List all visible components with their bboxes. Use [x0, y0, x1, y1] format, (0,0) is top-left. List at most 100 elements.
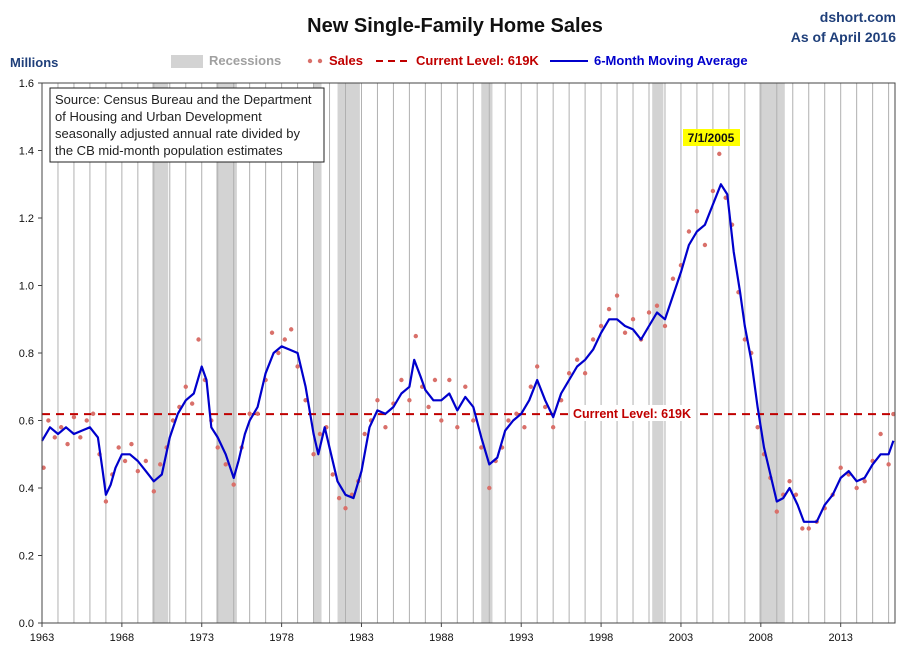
sales-point — [582, 371, 588, 376]
sales-point — [52, 435, 57, 440]
sales-point — [196, 337, 201, 342]
sales-point — [710, 188, 716, 194]
recession-bands — [152, 83, 785, 623]
legend-ma-label: 6-Month Moving Average — [594, 53, 748, 68]
sales-point — [514, 411, 519, 416]
y-tick-label: 1.2 — [19, 213, 34, 225]
sales-point — [426, 404, 431, 410]
sales-point — [269, 330, 275, 335]
sales-point — [158, 462, 163, 467]
sales-point — [432, 377, 438, 383]
sales-point — [654, 303, 660, 308]
annotation-line: Source: Census Bureau and the Department — [55, 92, 312, 107]
y-axis-label: Millions — [10, 55, 58, 70]
sales-point — [800, 526, 805, 531]
sales-point — [129, 441, 134, 447]
legend-recessions-label: Recessions — [209, 53, 281, 68]
sales-point — [288, 327, 294, 332]
sales-point — [622, 330, 628, 335]
legend-recession-swatch — [171, 55, 203, 68]
x-tick-label: 1993 — [509, 632, 533, 644]
current-level-annotation: Current Level: 619K — [570, 405, 694, 421]
x-tick-label: 1988 — [429, 632, 453, 644]
sales-point — [122, 458, 128, 464]
y-tick-label: 0.4 — [19, 483, 34, 495]
sales-point — [295, 364, 300, 369]
sales-point — [65, 441, 70, 447]
recession-band — [652, 83, 664, 623]
recession-band — [759, 83, 785, 623]
sales-point — [447, 377, 452, 383]
x-tick-label: 1973 — [189, 632, 213, 644]
x-tick-label: 2003 — [669, 632, 693, 644]
peak-label-background — [683, 129, 740, 146]
sales-point — [670, 276, 676, 281]
sales-point — [231, 482, 236, 487]
sales-point — [362, 431, 367, 437]
y-tick-label: 0.2 — [19, 551, 34, 563]
sales-point — [528, 384, 533, 389]
x-tick-label: 1968 — [110, 632, 134, 644]
sales-point — [614, 293, 620, 298]
sales-point — [135, 468, 141, 474]
sales-point — [606, 306, 612, 312]
x-tick-label: 1983 — [349, 632, 373, 644]
sales-point — [215, 445, 220, 450]
recession-band — [337, 83, 360, 623]
chart-title: New Single-Family Home Sales — [307, 15, 603, 37]
sales-point — [399, 377, 404, 383]
moving-average-line — [41, 183, 895, 523]
sales-point — [854, 485, 859, 491]
sales-point — [886, 462, 891, 467]
sales-point — [862, 479, 867, 484]
legend-current-label: Current Level: 619K — [416, 53, 539, 68]
sales-point — [487, 485, 492, 491]
sales-point — [343, 506, 348, 511]
current-level-label: Current Level: 619K — [573, 407, 691, 421]
sales-point — [566, 371, 572, 376]
x-tick-label: 2013 — [828, 632, 852, 644]
sales-point — [806, 526, 811, 531]
y-tick-label: 1.0 — [19, 281, 34, 293]
sales-point — [90, 411, 96, 416]
sales-point — [276, 350, 281, 356]
sales-point — [151, 489, 157, 494]
sales-point — [471, 418, 476, 423]
sales-point — [183, 384, 188, 389]
source-line-2: As of April 2016 — [791, 29, 897, 45]
sales-point — [793, 492, 799, 497]
recession-band — [313, 83, 322, 623]
sales-point — [383, 425, 388, 430]
recession-band — [216, 83, 237, 623]
sales-point — [455, 425, 460, 430]
sales-point — [413, 333, 418, 339]
sales-point — [78, 435, 83, 440]
sales-point — [838, 465, 843, 470]
sales-point — [71, 414, 77, 420]
sales-point — [223, 462, 228, 467]
sales-point — [694, 209, 700, 214]
source-line-1: dshort.com — [820, 9, 896, 25]
sales-point — [630, 317, 636, 322]
sales-point — [407, 398, 412, 403]
recession-band — [481, 83, 493, 623]
sales-point — [550, 425, 556, 430]
sales-point — [84, 418, 89, 423]
legend-sales-dot — [317, 58, 323, 64]
sales-point — [542, 404, 548, 410]
legend-sales-label: Sales — [329, 53, 363, 68]
sales-point — [317, 431, 323, 437]
sales-point — [755, 425, 760, 430]
sales-point — [479, 445, 484, 450]
legend-sales-dot — [307, 58, 313, 64]
sales-point — [116, 445, 121, 450]
source-annotation: Source: Census Bureau and the Department… — [49, 87, 325, 163]
sales-point — [574, 357, 580, 362]
sales-point — [255, 411, 260, 416]
current-label-background — [570, 405, 694, 421]
y-tick-label: 0.8 — [19, 348, 34, 360]
sales-point — [439, 418, 444, 423]
y-tick-label: 0.0 — [19, 618, 34, 630]
sales-point — [646, 310, 652, 315]
